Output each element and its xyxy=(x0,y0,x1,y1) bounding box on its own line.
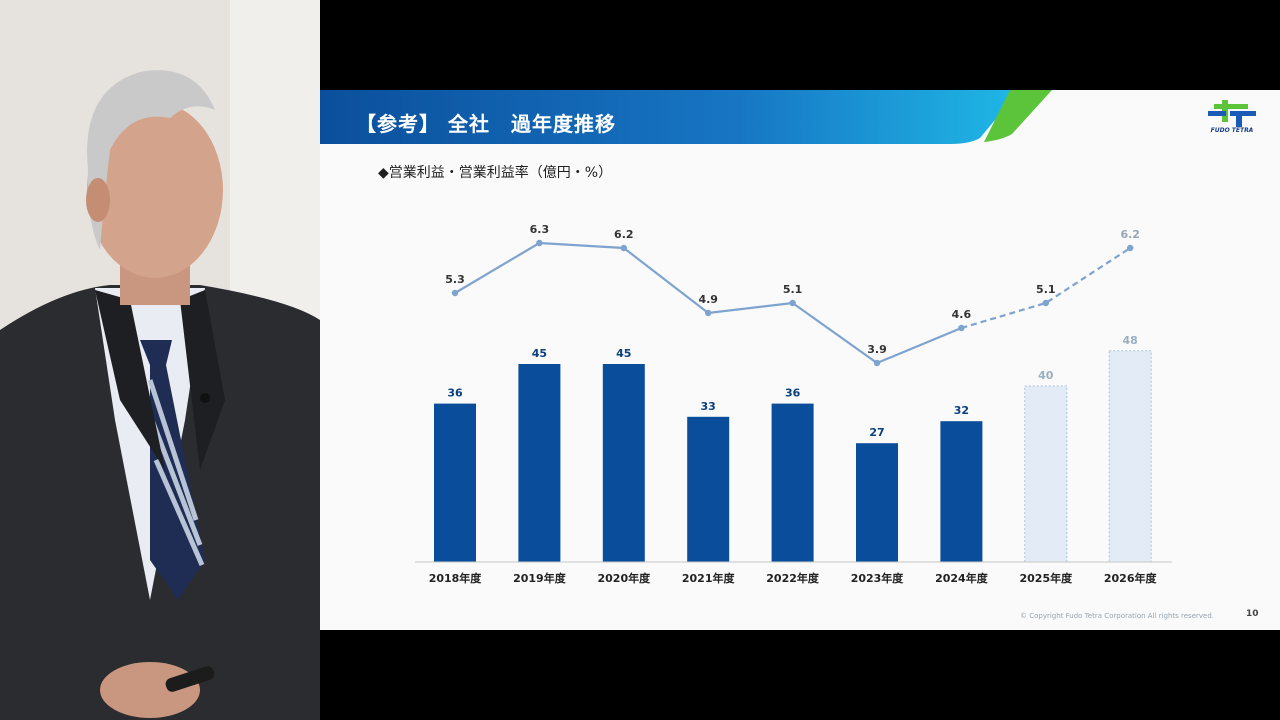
rate-label-2019年度: 6.3 xyxy=(530,223,550,236)
presenter-illustration xyxy=(0,0,320,720)
slide: 【参考】 全社 過年度推移 FUDO TETRA ◆営業利益・営業利益率（億円・… xyxy=(320,90,1280,630)
rate-label-2022年度: 5.1 xyxy=(783,283,803,296)
bars-layer: 36 45 45 33 36 27 32 40 48 xyxy=(434,334,1152,563)
operating-profit-chart: 36 45 45 33 36 27 32 40 48 5.3 6.3 6.2 4.9 5.1 3.9 4.6… xyxy=(415,223,1172,585)
profit-bar-label-2019年度: 45 xyxy=(532,347,547,360)
rate-point-2018年度 xyxy=(451,289,459,297)
profit-bar-2024年度 xyxy=(940,421,983,562)
profit-bar-label-2022年度: 36 xyxy=(785,387,801,400)
profit-bar-2021年度 xyxy=(687,416,730,562)
profit-bar-2019年度 xyxy=(518,364,561,562)
page-number: 10 xyxy=(1246,609,1259,619)
rate-point-2022年度 xyxy=(789,299,796,307)
profit-bar-label-2018年度: 36 xyxy=(447,387,463,400)
rate-label-2026年度: 6.2 xyxy=(1120,228,1140,241)
copyright-notice: © Copyright Fudo Tetra Corporation All r… xyxy=(1020,612,1214,620)
rate-line-layer: 5.3 6.3 6.2 4.9 5.1 3.9 4.6 5.1 6.2 xyxy=(445,223,1140,367)
rate-label-2018年度: 5.3 xyxy=(445,273,465,286)
rate-point-2019年度 xyxy=(536,239,543,247)
slide-header: 【参考】 全社 過年度推移 FUDO TETRA xyxy=(320,90,1280,148)
rate-point-2025年度 xyxy=(1042,299,1049,307)
rate-point-2026年度 xyxy=(1127,244,1134,252)
profit-bar-2020年度 xyxy=(602,364,645,562)
x-tick-2021年度: 2021年度 xyxy=(682,571,736,585)
profit-bar-label-2024年度: 32 xyxy=(954,404,969,417)
rate-point-2020年度 xyxy=(620,244,627,252)
profit-bar-label-2026年度: 48 xyxy=(1123,334,1138,347)
x-tick-2022年度: 2022年度 xyxy=(766,571,820,585)
rate-label-2023年度: 3.9 xyxy=(867,343,887,356)
rate-label-2021年度: 4.9 xyxy=(698,293,718,306)
chart-title: ◆営業利益・営業利益率（億円・%） xyxy=(378,165,613,181)
profit-bar-2018年度 xyxy=(434,403,476,562)
profit-bar-2025年度 xyxy=(1024,385,1068,563)
header-banner xyxy=(320,90,1052,144)
x-tick-2018年度: 2018年度 xyxy=(429,571,483,585)
rate-line-forecast xyxy=(961,247,1131,330)
x-tick-2025年度: 2025年度 xyxy=(1019,571,1073,585)
rate-point-2021年度 xyxy=(705,309,712,317)
slide-title: 【参考】 全社 過年度推移 xyxy=(356,112,616,136)
profit-bar-2026年度 xyxy=(1108,350,1152,563)
rate-label-2024年度: 4.6 xyxy=(952,308,972,321)
x-tick-2026年度: 2026年度 xyxy=(1104,571,1158,585)
rate-point-2023年度 xyxy=(873,359,881,367)
x-tick-2020年度: 2020年度 xyxy=(597,571,651,585)
profit-bar-2023年度 xyxy=(856,443,898,562)
x-tick-2019年度: 2019年度 xyxy=(513,571,567,585)
profit-bar-label-2020年度: 45 xyxy=(616,347,631,360)
x-tick-2023年度: 2023年度 xyxy=(851,571,905,585)
profit-bar-label-2021年度: 33 xyxy=(701,400,716,413)
profit-bar-2022年度 xyxy=(771,403,814,562)
fudo-tetra-logo-icon xyxy=(1208,100,1256,127)
profit-bar-label-2023年度: 27 xyxy=(869,426,884,439)
company-logo: FUDO TETRA xyxy=(1200,100,1264,140)
x-tick-2024年度: 2024年度 xyxy=(935,571,989,585)
rate-label-2020年度: 6.2 xyxy=(614,228,634,241)
logo-text: FUDO TETRA xyxy=(1210,127,1254,134)
rate-label-2025年度: 5.1 xyxy=(1036,283,1056,296)
profit-bar-label-2025年度: 40 xyxy=(1038,369,1054,382)
presenter-video xyxy=(0,0,320,720)
rate-point-2024年度 xyxy=(958,324,965,332)
x-tick-labels: 2018年度 2019年度 2020年度 2021年度 2022年度 2023年度 2024… xyxy=(429,571,1158,585)
